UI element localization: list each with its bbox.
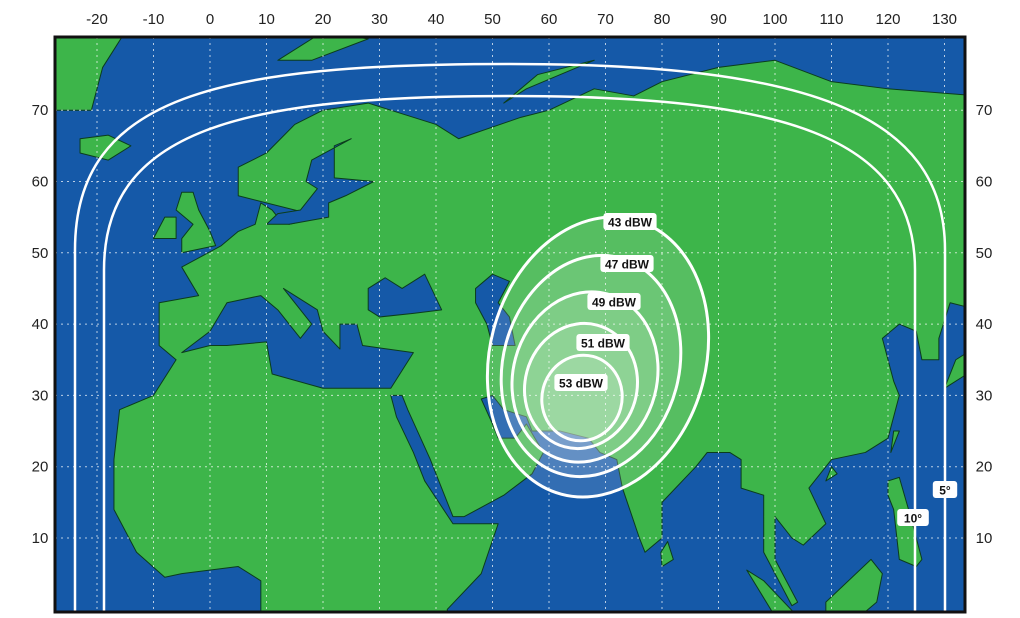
longitude-tick-label: -20 (86, 11, 108, 28)
island-ireland (153, 216, 177, 240)
island-svalbard (277, 37, 369, 61)
longitude-tick-label: 60 (541, 11, 558, 28)
contour-label: 51 dBW (581, 337, 626, 351)
longitude-tick-label: 50 (484, 11, 501, 28)
longitude-tick-label: 70 (597, 11, 614, 28)
latitude-tick-label-left: 70 (32, 102, 49, 119)
elevation-line-10 (102, 94, 917, 612)
longitude-tick-label: 120 (875, 11, 900, 28)
island-japan (944, 353, 965, 389)
latitude-tick-label-right: 50 (976, 245, 993, 262)
latitude-tick-label-left: 30 (32, 387, 49, 404)
latitude-tick-label-left: 20 (32, 459, 49, 476)
longitude-tick-label: 10 (258, 11, 275, 28)
black-sea (367, 273, 443, 318)
latitude-tick-label-left: 60 (32, 174, 49, 191)
island-taiwan (890, 430, 900, 453)
contour-label: 43 dBW (608, 216, 653, 230)
contour-label: 53 dBW (559, 377, 604, 391)
island-sri-lanka (660, 541, 674, 568)
island-britain (175, 191, 217, 254)
island-greenland (55, 37, 123, 111)
contour-labels: 43 dBW 47 dBW 49 dBW 51 dBW 53 dBW 5° 10° (554, 213, 958, 526)
longitude-tick-label: 130 (932, 11, 957, 28)
island-hainan (825, 466, 838, 482)
island-iceland (79, 134, 132, 161)
contour-label-box (600, 255, 654, 272)
mediterranean (181, 287, 414, 389)
island-novaya-zemlya (503, 59, 595, 104)
longitude-tick-label: 40 (428, 11, 445, 28)
latitude-tick-label-right: 10 (976, 530, 993, 547)
latitude-tick-label-right: 60 (976, 174, 993, 191)
longitude-tick-label: 0 (206, 11, 214, 28)
contour-label-box (576, 334, 630, 351)
contour-label-box (587, 293, 641, 310)
latitude-tick-label-left: 40 (32, 316, 49, 333)
latitude-tick-label-left: 10 (32, 530, 49, 547)
longitude-tick-label: 100 (762, 11, 787, 28)
longitude-tick-label: 110 (820, 11, 844, 28)
longitude-tick-label: 20 (315, 11, 332, 28)
caspian-sea (475, 273, 516, 346)
contour-label-box (554, 374, 608, 391)
graticule (55, 37, 965, 612)
latitude-tick-label-right: 40 (976, 316, 993, 333)
island-borneo (825, 558, 883, 612)
elevation-label-10-box (897, 509, 929, 526)
latitude-tick-label-right: 70 (976, 102, 993, 119)
elevation-lines (73, 62, 947, 612)
map-frame (53, 35, 967, 614)
latitude-tick-label-left: 50 (32, 245, 49, 262)
longitude-tick-label: -10 (143, 11, 165, 28)
longitude-tick-label: 80 (654, 11, 671, 28)
longitude-tick-label: 30 (371, 11, 388, 28)
axis-ticks: -20 -10 0 10 20 30 40 50 60 70 80 90 100 110 120 130 10 1… (32, 11, 993, 547)
elevation-label-5-box (932, 481, 958, 498)
contour-label-box (603, 213, 657, 230)
longitude-tick-label: 90 (710, 11, 727, 28)
latitude-tick-label-right: 30 (976, 387, 993, 404)
elevation-label-10: 10° (904, 512, 922, 526)
latitude-tick-label-right: 20 (976, 459, 993, 476)
contour-label: 49 dBW (592, 296, 637, 310)
island-sumatra (746, 569, 795, 612)
contour-label: 47 dBW (605, 258, 650, 272)
elevation-label-5: 5° (939, 484, 951, 498)
elevation-line-5 (73, 62, 947, 612)
